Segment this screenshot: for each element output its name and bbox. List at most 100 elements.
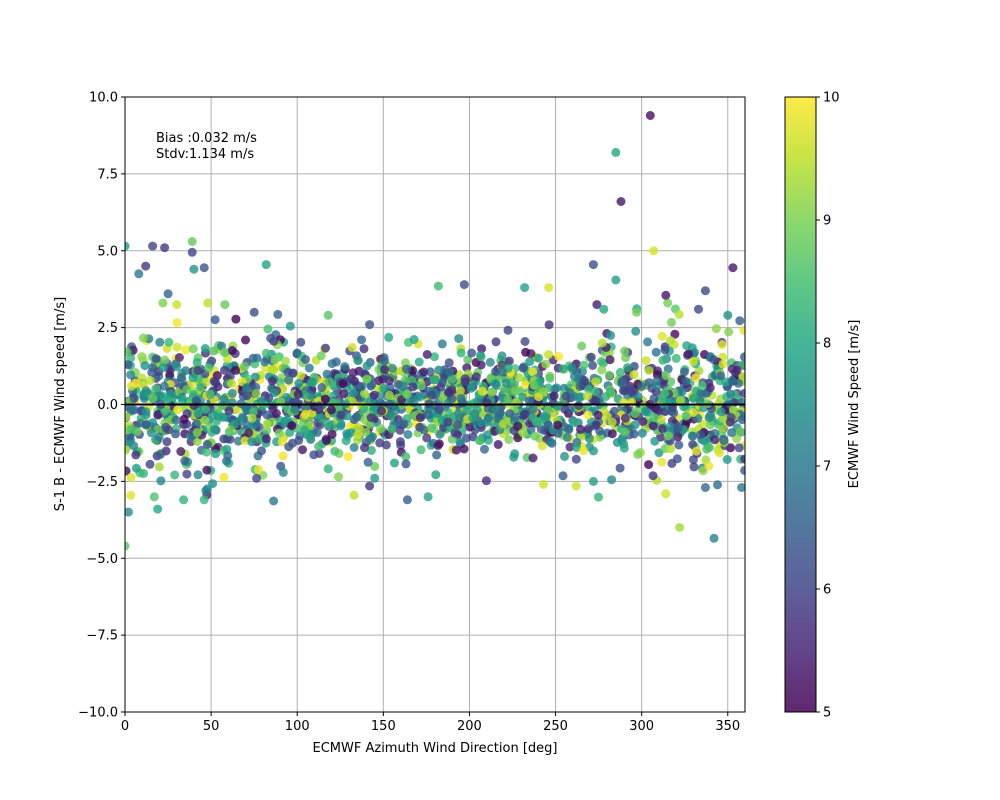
scatter-point (562, 432, 572, 442)
scatter-point (294, 436, 304, 445)
scatter-point (675, 523, 685, 532)
y-axis-ticks: −10.0 −7.5 −5.0 −2.5 0.0 2.5 5.0 7.5 10.0 (78, 91, 125, 721)
scatter-point (270, 355, 280, 365)
scatter-point (365, 420, 375, 430)
scatter-point (667, 458, 677, 468)
scatter-point (294, 379, 304, 388)
scatter-point (390, 458, 399, 468)
scatter-point (138, 333, 148, 343)
scatter-point (711, 324, 721, 334)
scatter-point (594, 492, 603, 502)
scatter-point (160, 355, 170, 365)
scatter-point (564, 404, 574, 414)
scatter-point (185, 396, 195, 406)
scatter-point (201, 486, 211, 496)
scatter-point (728, 263, 738, 273)
scatter-point (630, 420, 640, 430)
scatter-point (323, 419, 333, 429)
scatter-point (253, 465, 263, 474)
scatter-point (148, 241, 158, 251)
scatter-point (567, 363, 577, 373)
scatter-point (188, 344, 198, 354)
scatter-point (227, 388, 237, 398)
scatter-point (597, 365, 607, 375)
scatter-point (666, 444, 675, 454)
scatter-point (331, 398, 341, 408)
scatter-point (210, 315, 220, 325)
scatter-point (269, 496, 279, 506)
scatter-point (148, 393, 158, 403)
scatter-point (705, 420, 715, 430)
scatter-point (325, 377, 334, 387)
scatter-point (455, 386, 465, 396)
scatter-point (579, 376, 589, 385)
scatter-point (153, 410, 163, 420)
scatter-point (251, 389, 261, 398)
scatter-point (414, 392, 424, 402)
scatter-point (249, 307, 259, 317)
scatter-point (593, 410, 603, 420)
scatter-point (403, 430, 413, 439)
scatter-point (423, 410, 433, 420)
scatter-point (696, 430, 705, 440)
scatter-point (644, 378, 654, 388)
scatter-point (323, 310, 333, 320)
scatter-point (200, 404, 210, 414)
scatter-point (233, 436, 243, 446)
scatter-point (231, 365, 241, 375)
scatter-point (572, 443, 582, 452)
scatter-point (629, 370, 639, 380)
scatter-point (591, 377, 601, 387)
scatter-point (300, 425, 310, 435)
y-tick-label: 10.0 (89, 91, 118, 106)
scatter-point (591, 386, 600, 396)
scatter-point (623, 363, 633, 373)
scatter-point (498, 419, 508, 429)
scatter-point (220, 365, 229, 375)
scatter-point (423, 492, 433, 502)
scatter-point (357, 335, 367, 345)
scatter-point (166, 389, 176, 399)
scatter-point (737, 415, 745, 425)
scatter-point (139, 389, 149, 399)
scatter-point (643, 337, 653, 347)
scatter-point (202, 465, 212, 475)
scatter-point (666, 377, 676, 387)
scatter-point (278, 467, 288, 477)
scatter-point (262, 410, 272, 420)
colorbar-tick-label: 7 (823, 460, 831, 475)
scatter-point (681, 411, 691, 421)
scatter-point (491, 337, 501, 347)
scatter-point (360, 388, 369, 398)
y-tick-label: 7.5 (97, 167, 118, 182)
scatter-point (151, 384, 161, 394)
scatter-point (320, 394, 330, 404)
scatter-point (354, 423, 364, 432)
x-tick-label: 100 (285, 719, 310, 734)
scatter-point (454, 334, 464, 344)
scatter-point (261, 348, 271, 358)
scatter-point (391, 405, 401, 415)
scatter-point (419, 425, 429, 435)
scatter-point (339, 389, 349, 399)
scatter-point (632, 307, 641, 317)
scatter-point (193, 365, 203, 375)
scatter-point (663, 431, 673, 441)
scatter-point (501, 378, 511, 388)
scatter-point (429, 375, 439, 385)
scatter-point (710, 435, 720, 445)
scatter-point (661, 290, 671, 300)
scatter-point (617, 379, 627, 389)
scatter-point (681, 376, 691, 386)
scatter-point (199, 263, 209, 273)
scatter-point (227, 398, 237, 408)
scatter-point (434, 365, 444, 375)
scatter-point (148, 418, 158, 428)
scatter-point (288, 368, 298, 378)
scatter-point (162, 437, 172, 447)
scatter-point (149, 492, 159, 502)
scatter-point (370, 473, 380, 483)
scatter-point (401, 364, 411, 374)
scatter-point (443, 417, 453, 427)
scatter-point (644, 460, 654, 470)
